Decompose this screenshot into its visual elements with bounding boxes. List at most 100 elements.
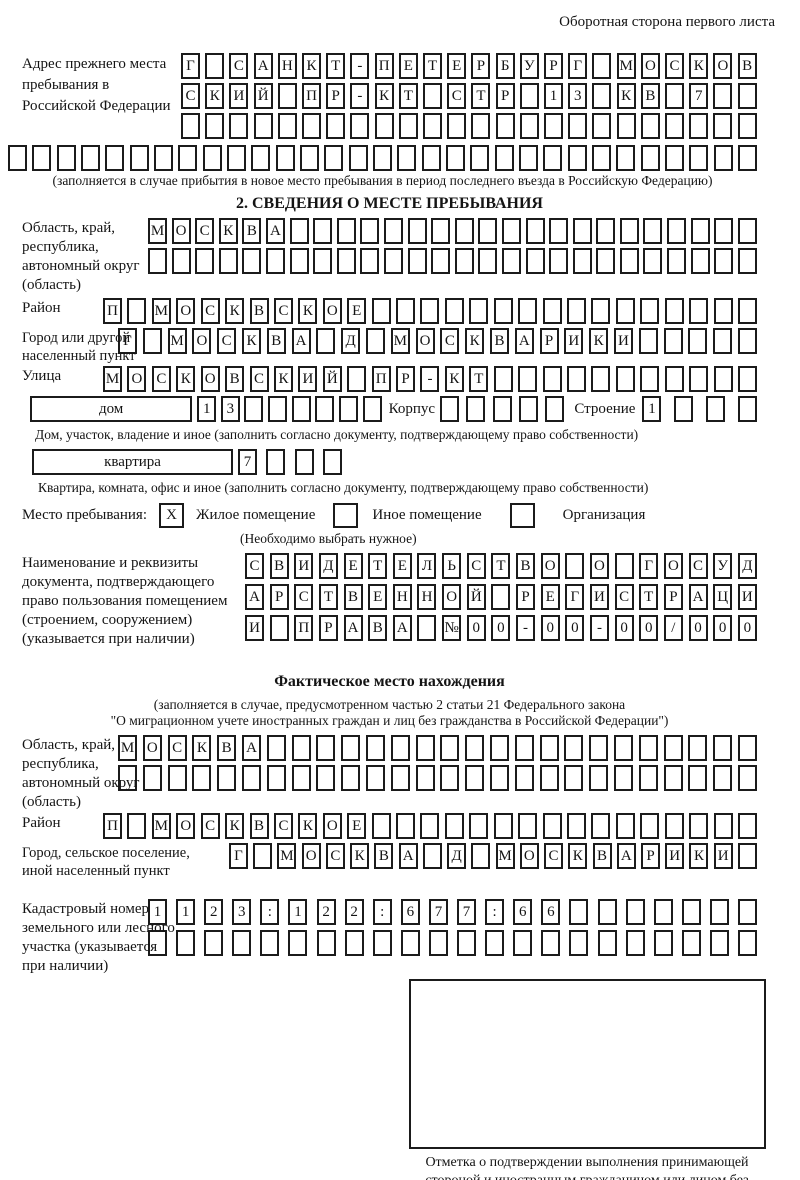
char-box[interactable]: Д [341, 328, 361, 354]
char-box[interactable]: О [442, 584, 462, 610]
char-box[interactable]: Р [326, 83, 346, 109]
char-box[interactable] [232, 930, 252, 956]
char-box[interactable] [667, 248, 687, 274]
char-box[interactable]: 0 [639, 615, 659, 641]
char-box[interactable] [567, 813, 587, 839]
char-box[interactable] [640, 113, 660, 139]
char-box[interactable] [549, 248, 569, 274]
char-box[interactable] [445, 145, 465, 171]
char-box[interactable] [713, 735, 733, 761]
char-box[interactable] [664, 813, 684, 839]
char-box[interactable] [501, 218, 521, 244]
char-box[interactable] [665, 113, 685, 139]
char-box[interactable]: С [217, 328, 237, 354]
char-box[interactable] [428, 930, 448, 956]
char-box[interactable] [591, 145, 611, 171]
char-box[interactable] [549, 218, 569, 244]
char-box[interactable]: А [514, 328, 534, 354]
char-box[interactable]: 6 [400, 899, 420, 925]
char-box[interactable]: Т [491, 553, 511, 579]
char-box[interactable]: О [415, 328, 435, 354]
char-box[interactable]: 0 [540, 615, 560, 641]
char-box[interactable] [251, 145, 271, 171]
char-box[interactable] [444, 298, 464, 324]
char-box[interactable]: В [225, 366, 245, 392]
char-box[interactable]: М [148, 218, 167, 244]
char-box[interactable] [572, 218, 592, 244]
char-box[interactable] [127, 298, 147, 324]
char-box[interactable] [485, 930, 505, 956]
char-box[interactable]: Г [568, 53, 588, 79]
char-box[interactable] [614, 553, 634, 579]
char-box[interactable]: С [167, 735, 187, 761]
char-box[interactable] [663, 735, 683, 761]
char-box[interactable] [423, 113, 443, 139]
char-box[interactable] [491, 584, 511, 610]
char-box[interactable]: В [242, 218, 262, 244]
char-box[interactable] [640, 145, 660, 171]
char-box[interactable]: : [372, 899, 392, 925]
char-box[interactable] [192, 765, 212, 791]
char-box[interactable] [275, 145, 295, 171]
char-box[interactable] [440, 396, 460, 422]
char-box[interactable]: С [447, 83, 467, 109]
char-box[interactable]: 6 [541, 899, 561, 925]
char-box[interactable]: 3 [232, 899, 252, 925]
char-box[interactable] [689, 366, 709, 392]
char-box[interactable] [713, 813, 733, 839]
char-box[interactable] [713, 328, 733, 354]
char-box[interactable] [519, 396, 539, 422]
char-box[interactable]: 7 [689, 83, 709, 109]
char-box[interactable]: С [688, 553, 708, 579]
char-box[interactable] [525, 248, 545, 274]
char-box[interactable]: 7 [457, 899, 477, 925]
char-box[interactable] [302, 113, 322, 139]
char-box[interactable]: И [713, 843, 733, 869]
char-box[interactable]: 2 [344, 899, 364, 925]
char-box[interactable] [567, 366, 587, 392]
char-box[interactable] [142, 765, 162, 791]
char-box[interactable] [266, 765, 286, 791]
char-box[interactable] [495, 113, 515, 139]
char-box[interactable] [470, 145, 490, 171]
char-box[interactable]: О [176, 813, 196, 839]
char-box[interactable]: В [343, 584, 363, 610]
char-box[interactable] [218, 248, 238, 274]
char-box[interactable] [176, 930, 196, 956]
char-box[interactable]: Р [539, 328, 559, 354]
char-box[interactable] [493, 298, 513, 324]
char-box[interactable] [737, 735, 757, 761]
char-box[interactable] [597, 930, 617, 956]
char-box[interactable] [372, 930, 392, 956]
char-box[interactable] [371, 813, 391, 839]
char-box[interactable] [226, 145, 246, 171]
char-box[interactable] [202, 145, 222, 171]
char-box[interactable]: Ь [442, 553, 462, 579]
char-box[interactable] [689, 113, 709, 139]
char-box[interactable]: Н [277, 53, 297, 79]
char-box[interactable]: Е [392, 553, 412, 579]
char-box[interactable] [615, 298, 635, 324]
char-box[interactable] [689, 813, 709, 839]
char-box[interactable] [640, 298, 660, 324]
char-box[interactable] [294, 449, 314, 475]
char-box[interactable]: О [640, 53, 660, 79]
char-box[interactable] [713, 113, 733, 139]
char-box[interactable] [291, 396, 311, 422]
char-box[interactable]: Т [423, 53, 443, 79]
char-box[interactable] [423, 83, 443, 109]
char-box[interactable] [417, 615, 437, 641]
char-box[interactable] [737, 366, 757, 392]
char-box[interactable]: И [737, 584, 757, 610]
char-box[interactable] [171, 248, 191, 274]
char-box[interactable]: А [688, 584, 708, 610]
char-box[interactable] [454, 248, 474, 274]
char-box[interactable] [338, 396, 358, 422]
char-box[interactable] [643, 248, 663, 274]
char-box[interactable]: С [544, 843, 564, 869]
char-box[interactable]: К [465, 328, 485, 354]
char-box[interactable]: : [260, 899, 280, 925]
char-box[interactable] [118, 765, 137, 791]
char-box[interactable]: М [495, 843, 515, 869]
char-box[interactable] [569, 930, 589, 956]
